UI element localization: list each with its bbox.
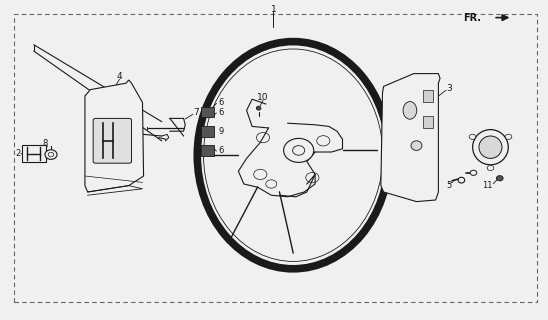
Ellipse shape [496,176,503,181]
Text: 6: 6 [218,108,224,116]
Ellipse shape [487,165,494,171]
Text: FR.: FR. [463,12,481,23]
Ellipse shape [284,139,313,163]
FancyBboxPatch shape [93,118,132,163]
FancyBboxPatch shape [22,145,46,162]
Ellipse shape [256,106,261,110]
FancyBboxPatch shape [201,126,214,137]
Polygon shape [85,80,144,192]
Text: 8: 8 [43,139,48,148]
Text: 10: 10 [258,93,269,102]
FancyBboxPatch shape [201,145,214,156]
Ellipse shape [470,170,477,175]
Text: 3: 3 [447,84,452,92]
Ellipse shape [505,134,512,140]
Text: 1: 1 [271,5,276,14]
FancyBboxPatch shape [423,90,433,102]
Ellipse shape [458,177,465,183]
Ellipse shape [469,134,476,140]
Text: 5: 5 [447,181,452,190]
Text: 11: 11 [482,181,493,190]
Ellipse shape [411,141,422,150]
Ellipse shape [203,49,383,261]
Ellipse shape [45,150,57,159]
Text: 6: 6 [218,98,224,107]
Ellipse shape [472,130,509,165]
Text: 6: 6 [218,146,224,155]
Text: 7: 7 [193,108,199,116]
Ellipse shape [403,102,417,119]
FancyBboxPatch shape [423,116,433,128]
FancyBboxPatch shape [201,107,214,117]
Text: 4: 4 [117,72,122,81]
Polygon shape [381,74,440,202]
Text: 9: 9 [218,127,224,136]
Ellipse shape [479,136,502,158]
Text: 2: 2 [15,149,20,158]
